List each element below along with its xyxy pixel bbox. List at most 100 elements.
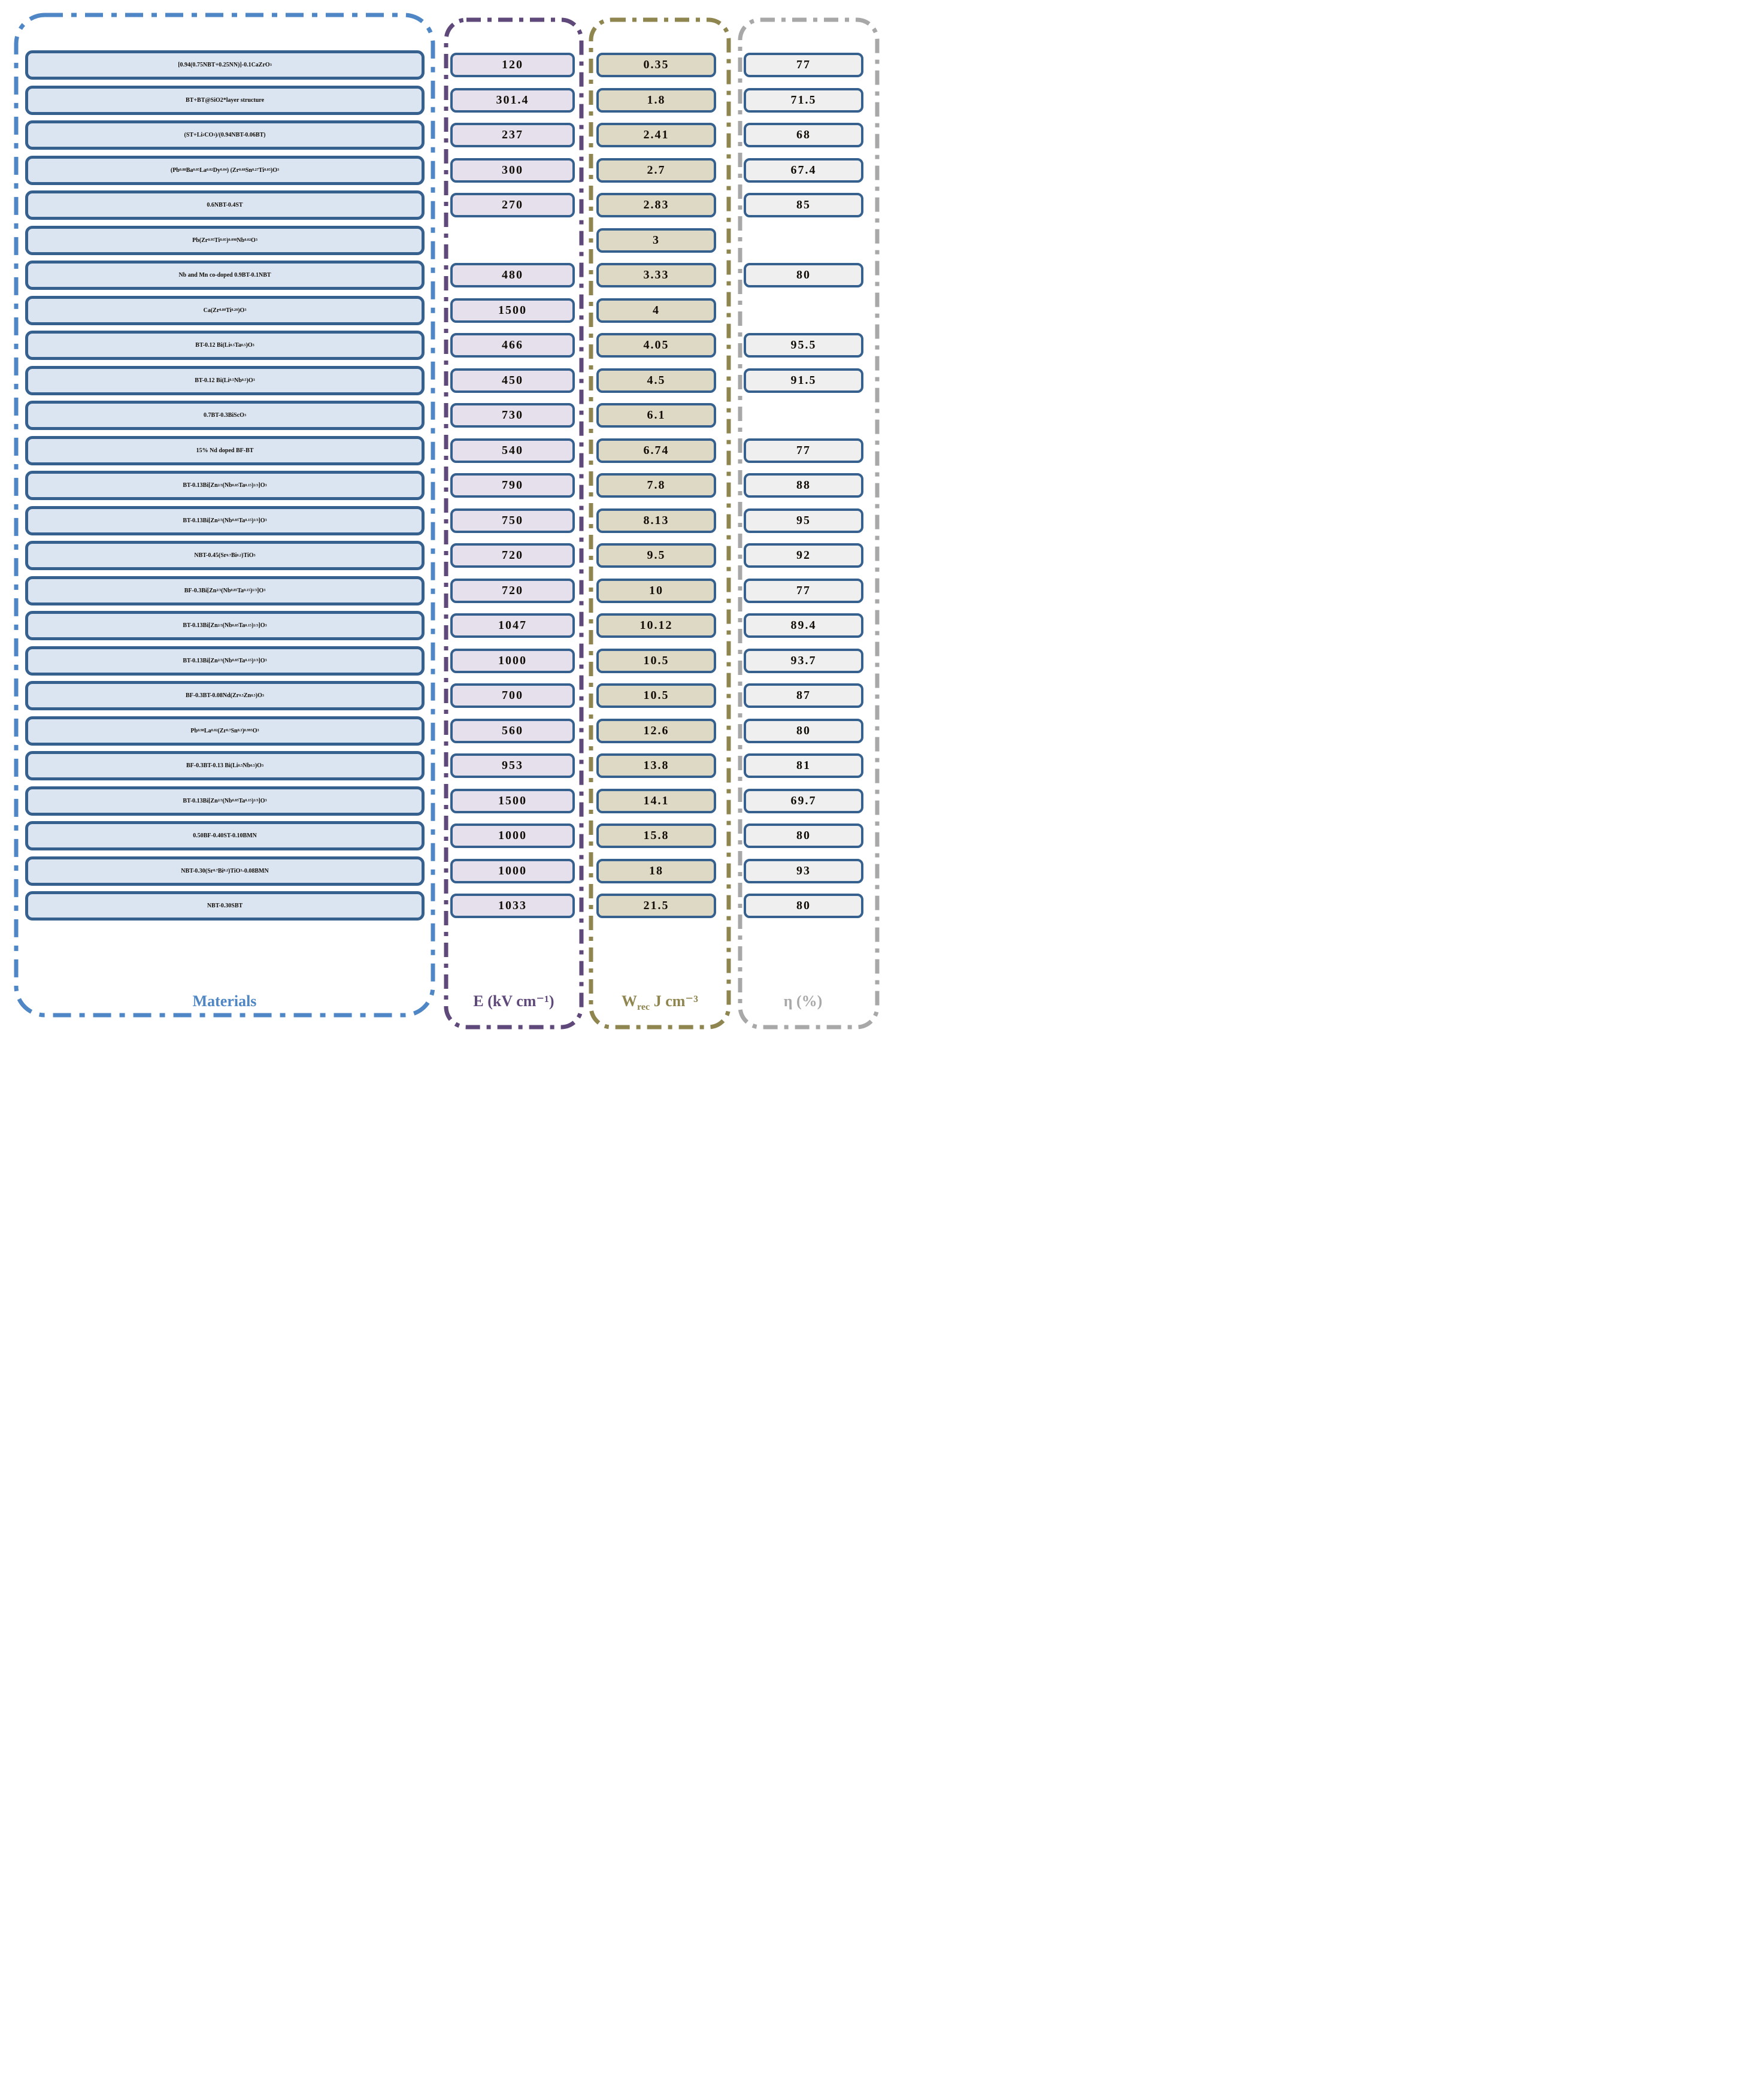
eta-value-box: 77 <box>744 438 863 463</box>
wrec-value-box: 10.12 <box>596 613 716 638</box>
e-value-box: 237 <box>450 123 575 147</box>
wrec-value-box: 0.35 <box>596 53 716 77</box>
wrec-value-box: 2.83 <box>596 193 716 217</box>
wrec-value-box: 18 <box>596 858 716 883</box>
wrec-value-box: 13.8 <box>596 753 716 778</box>
material-box: (ST+Li 2 CO 3)/(0.94NBT-0.06BT) <box>25 120 425 150</box>
wrec-value-box: 2.41 <box>596 123 716 147</box>
wrec-value-box: 4.05 <box>596 333 716 358</box>
wrec-value-box: 21.5 <box>596 894 716 918</box>
material-box: (Pb 0.88 Ba 0.05 La 0.02 Dy 0.04) (Zr 0.68 Sn 0.27… <box>25 155 425 185</box>
material-box: BT-0.13Bi[Zn 2/3 (Nb 0.85 Ta 0.15) 1/3]O 3 <box>25 611 425 640</box>
eta-value-box: 69.7 <box>744 788 863 813</box>
eta-value-box: 80 <box>744 823 863 848</box>
eta-value-box: 71.5 <box>744 87 863 113</box>
e-value-box: 700 <box>450 683 575 708</box>
material-box: 15% Nd doped BF-BT <box>25 435 425 465</box>
wrec-value-box: 6.1 <box>596 403 716 428</box>
e-value-box: 300 <box>450 158 575 183</box>
wrec-value-box: 1.8 <box>596 87 716 113</box>
eta-value-box: 93 <box>744 858 863 883</box>
eta-value-box: 81 <box>744 753 863 778</box>
eta-value-box: 80 <box>744 263 863 287</box>
eta-value-box: 87 <box>744 683 863 708</box>
e-value-box: 1000 <box>450 648 575 673</box>
wrec-value-box: 10 <box>596 578 716 603</box>
material-box: BF-0.3Bi[Zn 2/3 (Nb 0.85 Ta 0.15) 1/3]O 3 <box>25 576 425 605</box>
material-box: BT-0.13Bi[Zn 2/3 (Nb 0.85 Ta 0.15) 1/3]O 3 <box>25 471 425 500</box>
material-box: BT-0.12 Bi(Li 0.5 Nb 0.5)O 3 <box>25 365 425 395</box>
e-value-box: 301.4 <box>450 87 575 113</box>
material-box: BF-0.3BT-0.13 Bi(Li 0.5 Nb 0.5)O 3 <box>25 751 425 780</box>
eta-column-border <box>738 17 880 1030</box>
wrec-value-box: 3.33 <box>596 263 716 287</box>
column-borders <box>14 13 880 1030</box>
e-column-border <box>444 17 584 1030</box>
eta-value-box: 93.7 <box>744 648 863 673</box>
eta-value-box: 85 <box>744 193 863 217</box>
e-value-box: 1000 <box>450 858 575 883</box>
e-value-box: 1047 <box>450 613 575 638</box>
material-box: NBT-0.45(Sr 0.7 Bi 0.2)TiO 3 <box>25 541 425 570</box>
material-box: NBT-0.30(Sr 0.7 Bi 0.2)TiO 3 -0.08BMN <box>25 856 425 886</box>
eta-value-box: 88 <box>744 473 863 498</box>
energy-storage-comparison-figure: [0.94(0.75NBT+0.25NN)]-0.1CaZrO 3 120 0.35 7… <box>0 0 882 1038</box>
material-box: BT-0.13Bi[Zn 2/3 (Nb 0.85 Ta 0.15) 1/3]O 3 <box>25 646 425 676</box>
eta-value-box: 92 <box>744 543 863 568</box>
e-value-box: 466 <box>450 333 575 358</box>
wrec-value-box: 14.1 <box>596 788 716 813</box>
eta-value-box: 80 <box>744 894 863 918</box>
e-value-box: 1033 <box>450 894 575 918</box>
eta-value-box: 89.4 <box>744 613 863 638</box>
wrec-value-box: 7.8 <box>596 473 716 498</box>
wrec-value-box: 8.13 <box>596 508 716 533</box>
e-value-box: 120 <box>450 53 575 77</box>
material-box: Pb 0.98 La 0.02 (Zr 0.7 Sn 0.3) 0.995 O 3 <box>25 716 425 746</box>
material-box: NBT-0.30SBT <box>25 891 425 921</box>
material-box: BT+BT@SiO2*layer structure <box>25 85 425 115</box>
e-value-box: 1000 <box>450 823 575 848</box>
materials-column-border <box>14 13 435 1018</box>
eta-value-box: 77 <box>744 53 863 77</box>
wrec-value-box: 2.7 <box>596 158 716 183</box>
material-box: 0.50BF-0.40ST-0.10BMN <box>25 821 425 850</box>
material-box: Ca(Zr 0.80 Ti 0.20)O 3 <box>25 295 425 325</box>
e-value-box: 1500 <box>450 788 575 813</box>
material-box: BF-0.3BT-0.08Nd(Zr 0.5 Zn 0.5)O 3 <box>25 681 425 710</box>
materials-column-header: Materials <box>192 992 257 1010</box>
eta-value-box: 91.5 <box>744 368 863 393</box>
wrec-column-header: Wrec J cm⁻³ <box>622 992 698 1013</box>
eta-column-header: η (%) <box>783 992 823 1010</box>
e-value-box: 790 <box>450 473 575 498</box>
wrec-value-box: 12.6 <box>596 718 716 743</box>
material-box: Nb and Mn co-doped 0.9BT-0.1NBT <box>25 261 425 290</box>
wrec-value-box: 3 <box>596 228 716 253</box>
e-value-box: 1500 <box>450 298 575 323</box>
eta-value-box: 95 <box>744 508 863 533</box>
e-column-header: E (kV cm⁻¹) <box>473 992 554 1010</box>
e-value-box: 730 <box>450 403 575 428</box>
wrec-value-box: 4 <box>596 298 716 323</box>
wrec-value-box: 9.5 <box>596 543 716 568</box>
e-value-box: 720 <box>450 543 575 568</box>
material-box: 0.7BT-0.3BiScO 3 <box>25 401 425 430</box>
e-value-box: 953 <box>450 753 575 778</box>
eta-value-box: 95.5 <box>744 333 863 358</box>
eta-value-box: 67.4 <box>744 158 863 183</box>
e-value-box: 450 <box>450 368 575 393</box>
e-value-box: 720 <box>450 578 575 603</box>
e-value-box: 750 <box>450 508 575 533</box>
wrec-value-box: 6.74 <box>596 438 716 463</box>
wrec-value-box: 10.5 <box>596 648 716 673</box>
eta-value-box: 77 <box>744 578 863 603</box>
wrec-column-border <box>589 17 731 1030</box>
eta-value-box: 80 <box>744 718 863 743</box>
e-value-box: 270 <box>450 193 575 217</box>
material-box: 0.6NBT-0.4ST <box>25 190 425 220</box>
material-box: BT-0.13Bi[Zn 2/3 (Nb 0.85 Ta 0.15) 1/3]O 3 <box>25 786 425 816</box>
e-value-box: 480 <box>450 263 575 287</box>
e-value-box: 560 <box>450 718 575 743</box>
material-box: BT-0.13Bi[Zn 2/3 (Nb 0.85 Ta 0.15) 1/3]O 3 <box>25 505 425 535</box>
wrec-value-box: 10.5 <box>596 683 716 708</box>
